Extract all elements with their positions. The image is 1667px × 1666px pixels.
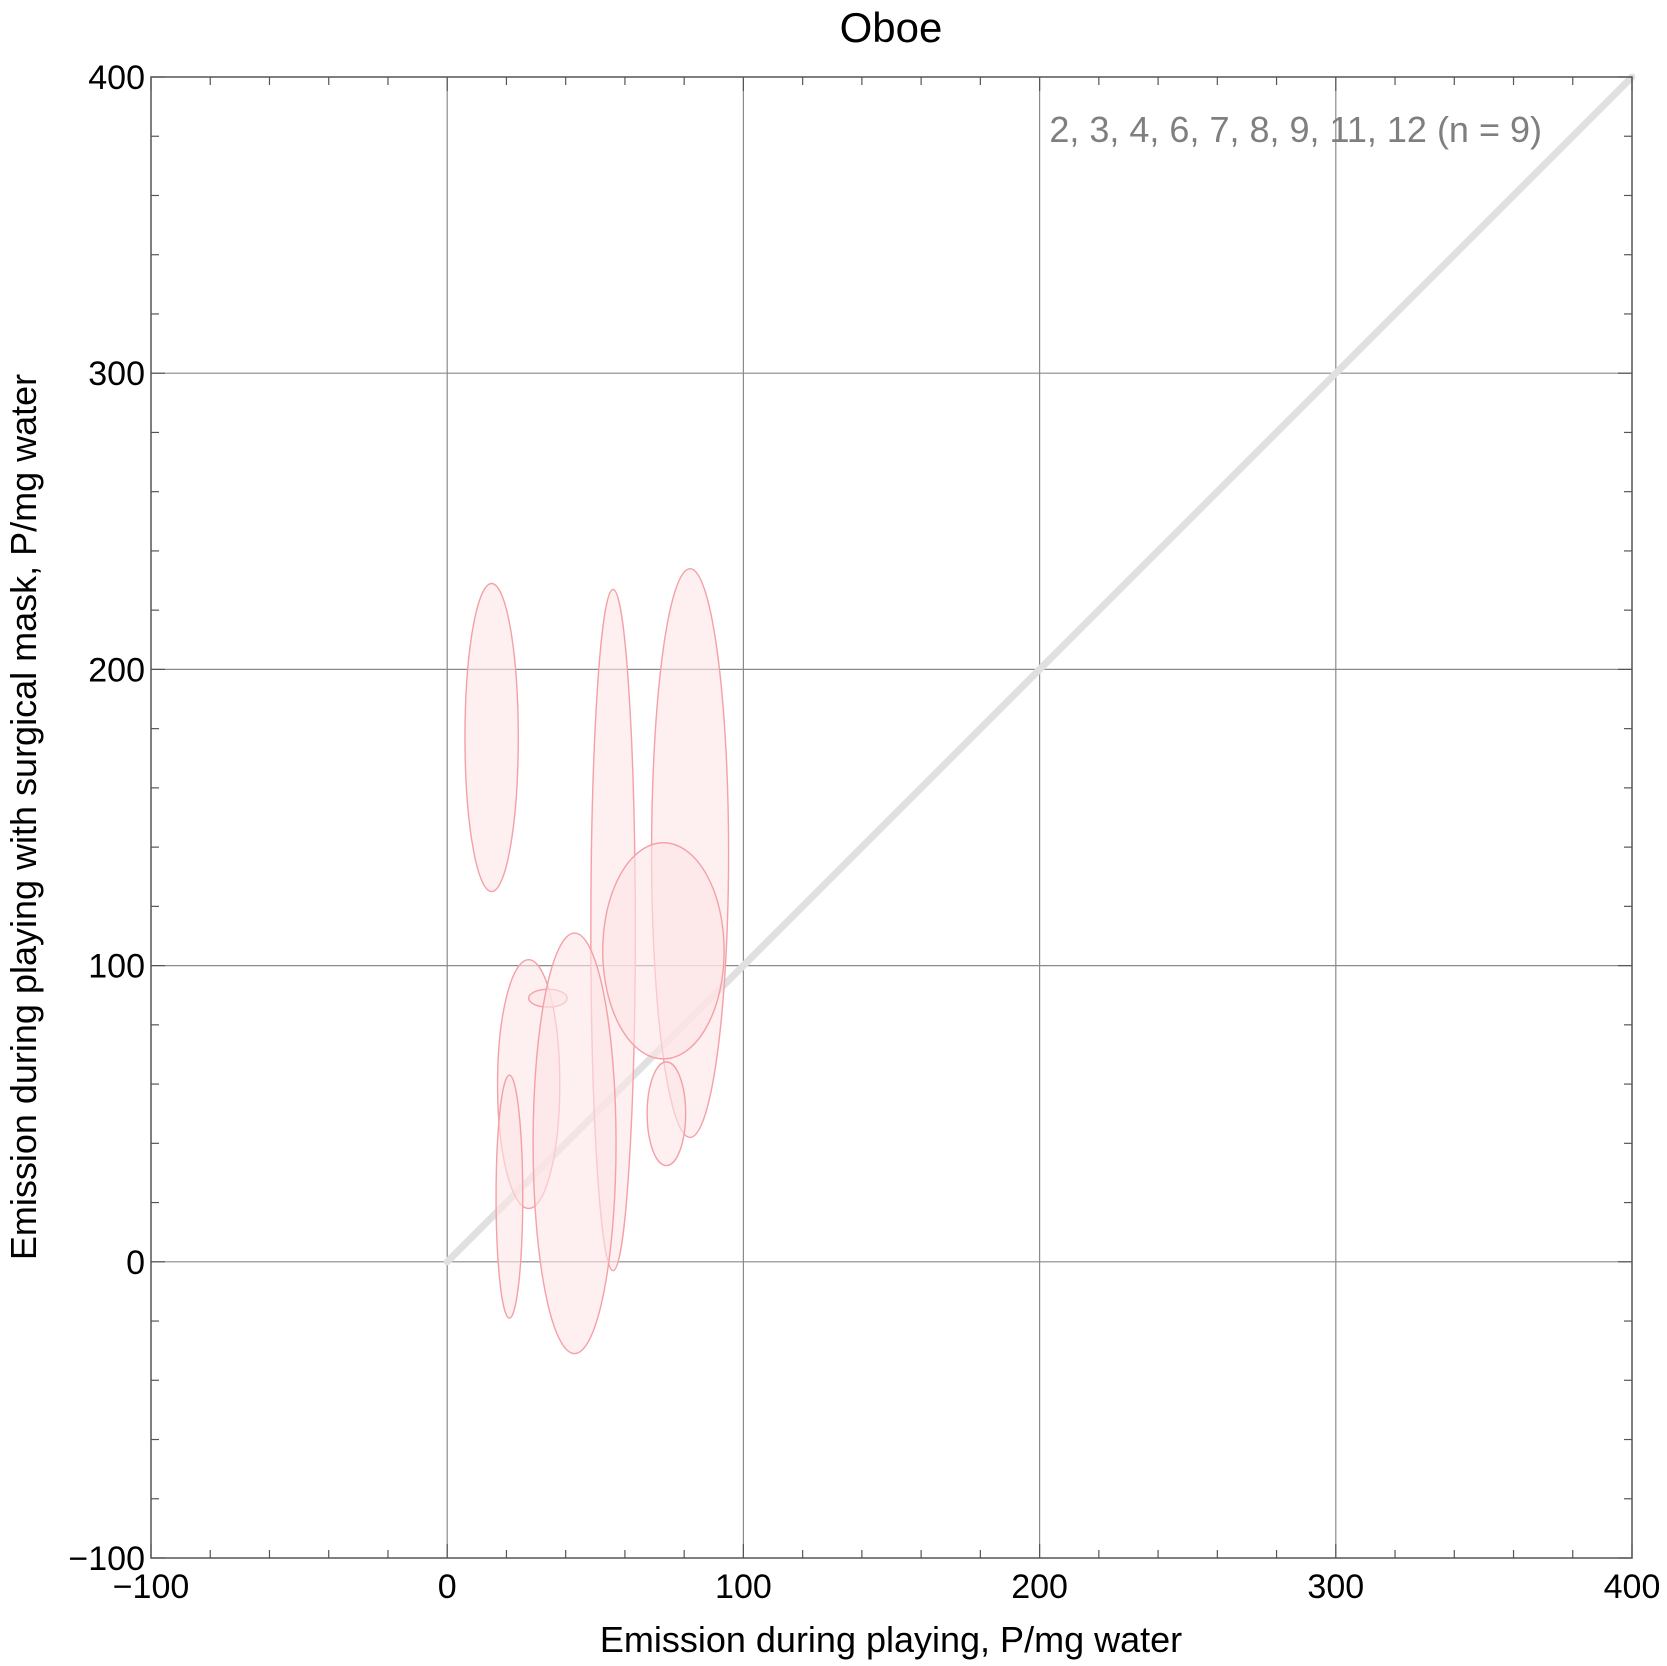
- ellipses-group: [464, 567, 730, 1355]
- x-tick-label: 100: [715, 1568, 772, 1606]
- sample-annotation: 2, 3, 4, 6, 7, 8, 9, 11, 12 (n = 9): [1049, 109, 1542, 150]
- data-ellipse: [464, 582, 519, 893]
- x-tick-label: −100: [113, 1568, 190, 1606]
- y-tick-label: 300: [88, 355, 145, 393]
- grid: [151, 77, 1632, 1558]
- y-tick-label: −100: [68, 1540, 145, 1578]
- plot-frame: [150, 76, 1633, 1559]
- chart-title: Oboe: [840, 4, 943, 51]
- data-ellipse: [495, 1074, 524, 1319]
- minor-ticks: [150, 76, 1633, 1559]
- x-tick-label: 0: [438, 1568, 457, 1606]
- x-tick-label: 400: [1604, 1568, 1661, 1606]
- y-tick-label: 0: [126, 1244, 145, 1282]
- data-ellipse: [646, 1061, 687, 1167]
- reference-line: [443, 73, 1636, 1266]
- y-tick-label: 400: [88, 59, 145, 97]
- x-tick-label: 200: [1011, 1568, 1068, 1606]
- reference-line-group: [443, 73, 1636, 1266]
- y-tick-labels: −100 0 100 200 300 400: [68, 59, 145, 1578]
- x-tick-labels: −100 0 100 200 300 400: [113, 1568, 1661, 1606]
- data-ellipse: [602, 841, 725, 1060]
- y-tick-label: 200: [88, 651, 145, 689]
- x-axis-title: Emission during playing, P/mg water: [600, 1619, 1182, 1660]
- x-tick-label: 300: [1307, 1568, 1364, 1606]
- data-ellipse: [532, 932, 617, 1355]
- y-axis-title: Emission during playing with surgical ma…: [3, 374, 44, 1260]
- y-tick-label: 100: [88, 948, 145, 986]
